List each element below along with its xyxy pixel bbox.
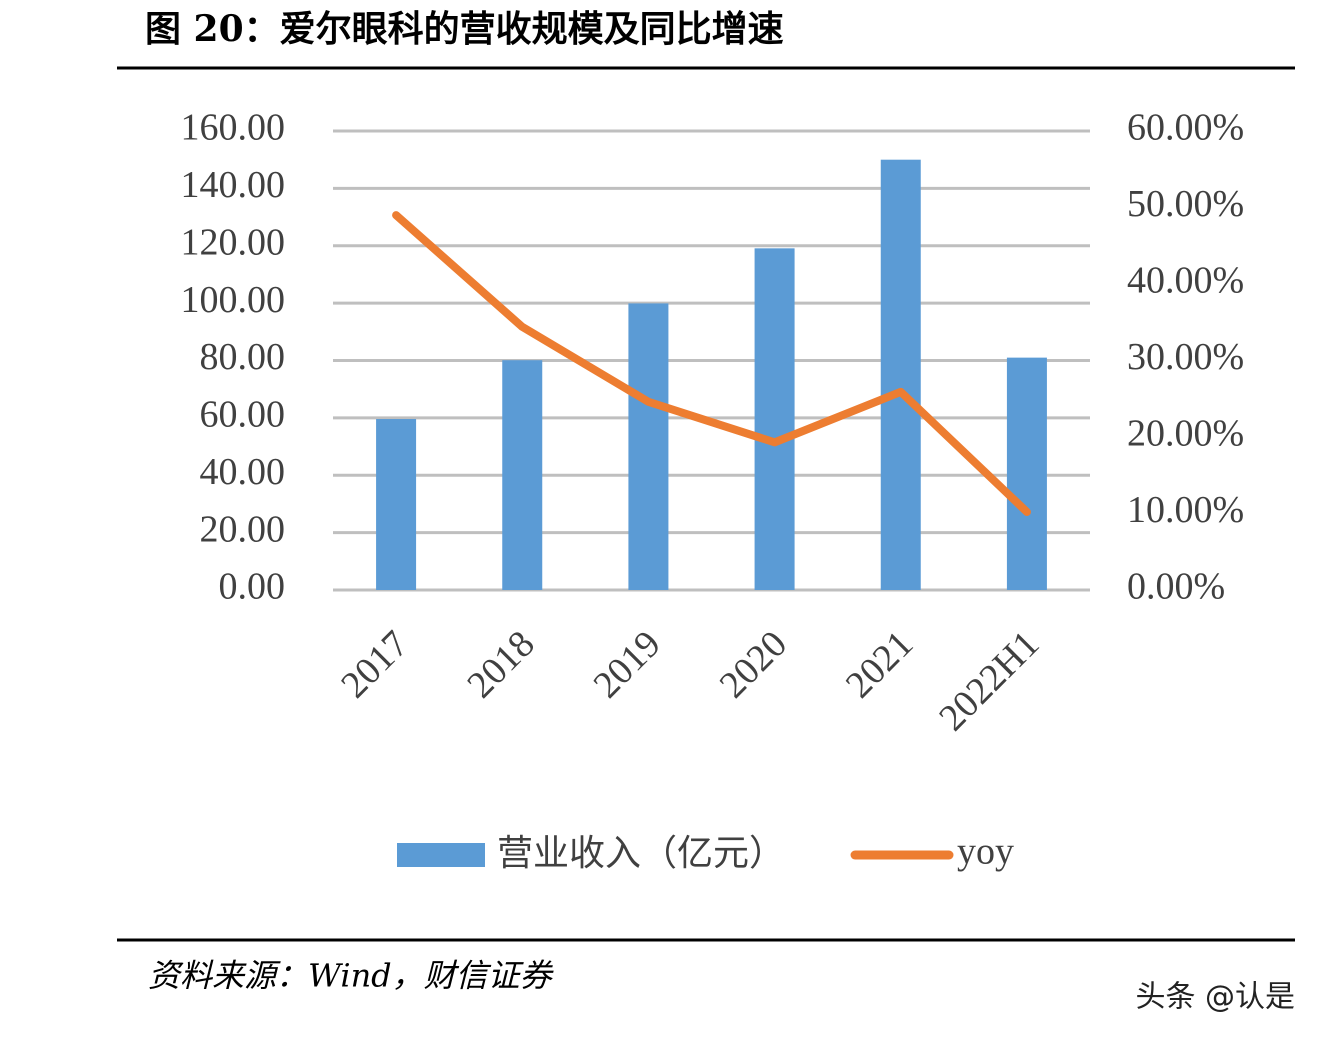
x-tick-label: 2019 <box>586 623 669 706</box>
x-tick-label: 2020 <box>712 623 795 706</box>
y-tick-label: 0.00 <box>219 566 286 608</box>
y-tick-label: 120.00 <box>181 221 286 263</box>
y2-tick-label: 60.00% <box>1127 107 1244 149</box>
legend-label: 营业收入（亿元） <box>497 833 785 874</box>
y2-tick-label: 30.00% <box>1127 336 1244 378</box>
bar <box>376 419 417 590</box>
line <box>392 211 1031 516</box>
chart-title: 图 20：爱尔眼科的营收规模及同比增速 <box>145 8 784 50</box>
bar <box>880 159 921 590</box>
y2-tick-label: 50.00% <box>1127 183 1244 225</box>
x-tick-label: 2017 <box>333 623 416 706</box>
x-tick-label: 2021 <box>838 623 921 706</box>
bar <box>1006 357 1047 590</box>
bar <box>502 360 543 590</box>
y-tick-label: 80.00 <box>200 336 286 378</box>
watermark: 头条 @认是 <box>1135 980 1295 1015</box>
y2-tick-label: 40.00% <box>1127 260 1244 302</box>
y-tick-label: 100.00 <box>181 279 286 321</box>
source: 资料来源：Wind，财信证券 <box>148 957 555 995</box>
y-tick-label: 20.00 <box>200 508 286 550</box>
y-tick-label: 40.00 <box>200 451 286 493</box>
y-tick-label: 160.00 <box>181 107 286 149</box>
x-tick-label: 2022H1 <box>931 623 1047 739</box>
y2-tick-label: 20.00% <box>1127 413 1244 455</box>
bar <box>754 248 795 590</box>
y-tick-label: 140.00 <box>181 164 286 206</box>
legend-label: yoy <box>957 831 1014 873</box>
y-tick-label: 60.00 <box>200 394 286 436</box>
y2-tick-label: 0.00% <box>1127 566 1225 608</box>
legend-swatch <box>397 843 485 867</box>
bar <box>628 303 669 590</box>
y2-tick-label: 10.00% <box>1127 489 1244 531</box>
x-tick-label: 2018 <box>459 623 542 706</box>
